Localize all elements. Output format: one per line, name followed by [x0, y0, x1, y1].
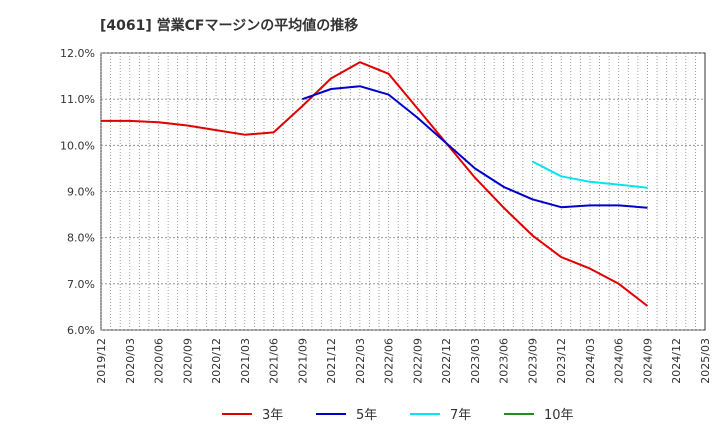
x-tick-label: 2019/12	[95, 338, 108, 384]
y-tick-label: 9.0%	[67, 186, 95, 199]
x-tick-label: 2022/06	[383, 338, 396, 384]
x-tick-label: 2022/03	[354, 338, 367, 384]
x-tick-label: 2023/12	[555, 338, 568, 384]
legend-item: 7年	[410, 408, 471, 423]
x-tick-label: 2024/03	[584, 338, 597, 384]
x-tick-label: 2024/09	[641, 338, 654, 384]
grid	[100, 52, 705, 331]
legend-item: 3年	[222, 408, 283, 423]
y-tick-label: 7.0%	[67, 278, 95, 291]
y-tick-label: 11.0%	[60, 93, 95, 106]
x-tick-label: 2021/03	[239, 338, 252, 384]
series-line-7年	[531, 160, 648, 189]
x-tick-label: 2024/06	[613, 338, 626, 384]
x-tick-label: 2023/09	[526, 338, 539, 384]
y-tick-label: 6.0%	[67, 324, 95, 337]
x-tick-label: 2020/03	[124, 338, 137, 384]
x-tick-label: 2025/03	[699, 338, 712, 384]
y-tick-label: 8.0%	[67, 232, 95, 245]
y-tick-label: 12.0%	[60, 47, 95, 60]
legend: 3年 5年 7年 10年	[222, 408, 574, 423]
x-tick-label: 2023/06	[498, 338, 511, 384]
x-tick-label: 2022/09	[411, 338, 424, 384]
x-tick-label: 2021/09	[296, 338, 309, 384]
x-tick-label: 2020/06	[153, 338, 166, 384]
x-axis: 2019/12 2020/03 2020/06 2020/09 2020/12 2021/…	[95, 338, 712, 384]
legend-item: 5年	[316, 408, 377, 423]
x-tick-label: 2021/06	[268, 338, 281, 384]
x-tick-label: 2020/12	[210, 338, 223, 384]
x-tick-label: 2021/12	[325, 338, 338, 384]
series-line-3年	[101, 61, 649, 307]
x-tick-label: 2022/12	[440, 338, 453, 384]
legend-label: 10年	[544, 408, 574, 423]
chart-title: [4061] 営業CFマージンの平均値の推移	[100, 17, 358, 34]
legend-label: 3年	[262, 408, 283, 423]
x-tick-label: 2024/12	[670, 338, 683, 384]
legend-label: 5年	[356, 408, 377, 423]
legend-item: 10年	[504, 408, 574, 423]
x-tick-label: 2023/03	[469, 338, 482, 384]
series-lines	[100, 61, 649, 307]
y-axis: 6.0% 7.0% 8.0% 9.0% 10.0% 11.0% 12.0%	[60, 47, 95, 337]
y-tick-label: 10.0%	[60, 139, 95, 152]
series-line-5年	[301, 85, 648, 209]
legend-label: 7年	[450, 408, 471, 423]
x-tick-label: 2020/09	[181, 338, 194, 384]
